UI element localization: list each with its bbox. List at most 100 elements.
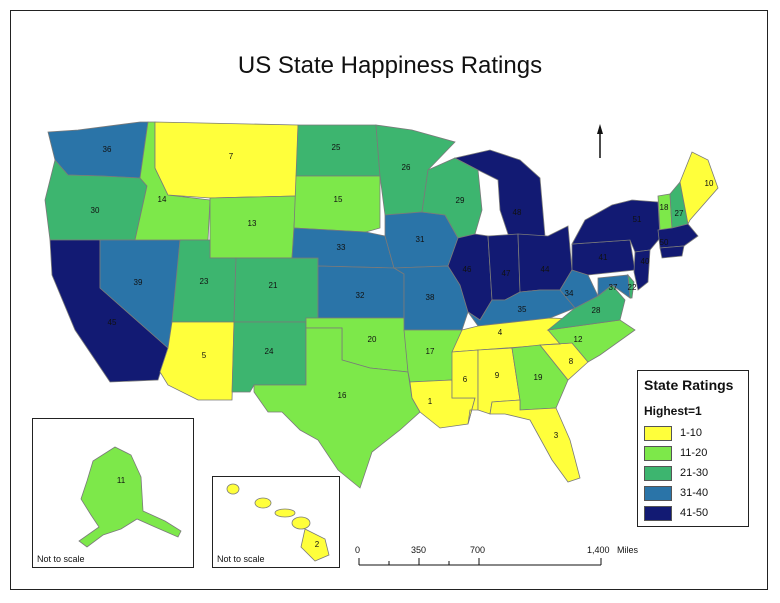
scale-label-350: 350 — [411, 545, 427, 555]
rank-pa: 41 — [599, 253, 608, 262]
state-oh — [517, 225, 573, 293]
state-sd — [293, 175, 381, 233]
rank-ak: 11 — [117, 476, 126, 485]
scale-ruler — [358, 558, 602, 566]
rank-in: 47 — [502, 269, 511, 278]
legend-item: 11-20 — [644, 446, 744, 463]
rank-de: 22 — [628, 283, 637, 292]
state-wv — [559, 269, 599, 309]
rank-ca: 45 — [108, 318, 117, 327]
rank-ia: 31 — [416, 235, 425, 244]
rank-ms: 6 — [463, 375, 468, 384]
legend-item: 41-50 — [644, 506, 744, 523]
rank-va: 28 — [592, 306, 601, 315]
state-nm — [231, 321, 307, 393]
rank-wv: 34 — [565, 289, 574, 298]
rank-oh: 44 — [541, 265, 550, 274]
map-legend: State Ratings Highest=1 1-10 11-20 21-30… — [637, 370, 749, 527]
rank-ok: 20 — [368, 335, 377, 344]
rank-il: 46 — [463, 265, 472, 274]
rank-nd: 25 — [332, 143, 341, 152]
rank-mt: 7 — [229, 152, 234, 161]
rank-sd: 15 — [334, 195, 343, 204]
map-frame — [10, 10, 768, 590]
legend-swatch — [644, 446, 672, 461]
scale-unit: Miles — [617, 545, 639, 555]
rank-ma: 50 — [660, 238, 669, 247]
rank-nj: 40 — [641, 257, 650, 266]
state-fl — [489, 399, 581, 483]
rank-tx: 16 — [338, 391, 347, 400]
rank-la: 1 — [428, 397, 433, 406]
scale-label-700: 700 — [470, 545, 486, 555]
rank-hi: 2 — [315, 540, 320, 549]
rank-nh: 27 — [675, 209, 684, 218]
state-md — [597, 274, 631, 299]
rank-mo: 38 — [426, 293, 435, 302]
rank-nm: 24 — [265, 347, 274, 356]
legend-swatch — [644, 506, 672, 521]
rank-ny: 51 — [633, 215, 642, 224]
rank-wa: 36 — [103, 145, 112, 154]
legend-label: 31-40 — [680, 487, 709, 499]
rank-al: 9 — [495, 371, 500, 380]
rank-co: 21 — [269, 281, 278, 290]
state-nj — [633, 249, 651, 291]
state-ct — [659, 245, 685, 259]
rank-fl: 3 — [554, 431, 559, 440]
legend-swatch — [644, 486, 672, 501]
island-kauai — [226, 483, 240, 495]
rank-mn: 26 — [402, 163, 411, 172]
island-oahu — [254, 497, 272, 509]
state-az — [159, 321, 235, 401]
island-big — [300, 528, 330, 562]
north-arrow-icon — [597, 124, 603, 158]
state-ak — [78, 446, 182, 548]
state-nc — [539, 319, 636, 363]
rank-ar: 17 — [426, 347, 435, 356]
rank-tn: 4 — [498, 328, 503, 337]
legend-label: 1-10 — [680, 427, 703, 439]
rank-me: 10 — [705, 179, 714, 188]
legend-label: 41-50 — [680, 507, 709, 519]
legend-swatch — [644, 426, 672, 441]
legend-item: 31-40 — [644, 486, 744, 503]
alaska-inset: 11 Not to scale — [32, 418, 194, 568]
rank-id: 14 — [158, 195, 167, 204]
rank-ga: 19 — [534, 373, 543, 382]
map-title: US State Happiness Ratings — [237, 52, 543, 79]
rank-ky: 35 — [518, 305, 527, 314]
island-maui — [291, 516, 311, 530]
scale-bar: 0 350 700 1,400 Miles — [355, 545, 638, 575]
scale-label-1400: 1,400 — [587, 545, 610, 555]
rank-or: 30 — [91, 206, 100, 215]
rank-ut: 23 — [200, 277, 209, 286]
rank-wi: 29 — [456, 196, 465, 205]
hawaii-map: 2 — [226, 483, 330, 562]
rank-nc: 12 — [574, 335, 583, 344]
hawaii-scale-note: Not to scale — [217, 554, 265, 564]
rank-ks: 32 — [356, 291, 365, 300]
legend-subtitle: Highest=1 — [644, 404, 702, 418]
legend-swatch — [644, 466, 672, 481]
rank-mi: 48 — [513, 208, 522, 217]
alaska-scale-note: Not to scale — [37, 554, 85, 564]
state-mt — [154, 121, 299, 199]
legend-item: 1-10 — [644, 426, 744, 443]
rank-az: 5 — [202, 351, 207, 360]
state-tx — [253, 327, 421, 489]
island-molokai — [274, 508, 296, 518]
state-in — [487, 233, 521, 301]
scale-label-0: 0 — [355, 545, 361, 555]
legend-title: State Ratings — [644, 377, 734, 393]
rank-wy: 13 — [248, 219, 257, 228]
rank-vt: 18 — [660, 203, 669, 212]
legend-label: 21-30 — [680, 467, 709, 479]
state-de — [627, 273, 635, 299]
legend-item: 21-30 — [644, 466, 744, 483]
rank-nv: 39 — [134, 278, 143, 287]
rank-md: 37 — [609, 283, 618, 292]
hawaii-inset: 2 Not to scale — [212, 476, 340, 568]
rank-sc: 8 — [569, 357, 574, 366]
